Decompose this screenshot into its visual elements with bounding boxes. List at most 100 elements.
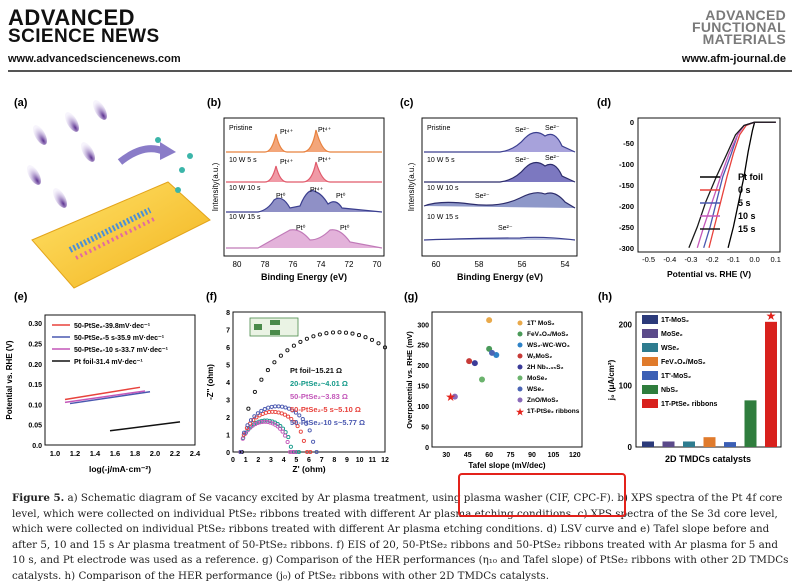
g-xticks: 30 45 60 75 90 105 120 <box>442 452 580 459</box>
f-ytick: 6 <box>226 345 230 352</box>
f-ytick: 8 <box>226 310 230 317</box>
e-ytick: 0.05 <box>28 423 42 430</box>
journal-line3: MATERIALS <box>702 31 786 47</box>
b-xtick-5: 70 <box>373 260 382 269</box>
panel-b: (b) Pristine 10 W 5 s 10 W 10 s 10 W 15 … <box>207 97 385 282</box>
g-ytick: 250 <box>417 343 429 350</box>
e-series-line <box>64 390 146 404</box>
h-ytick: 200 <box>619 320 633 329</box>
f-data-point <box>292 420 297 425</box>
panel-c-axes <box>421 117 578 257</box>
g-points: ★ <box>445 317 500 404</box>
g-xtick: 120 <box>569 452 581 459</box>
e-ytick: 0.25 <box>28 341 42 348</box>
publisher-url[interactable]: www.advancedsciencenews.com <box>8 53 181 65</box>
g-legend-swatch <box>517 375 523 381</box>
f-arcs <box>238 330 388 455</box>
h-legend-swatch <box>642 357 658 366</box>
d-legend-label: 10 s <box>738 211 756 221</box>
figure-caption: Figure 5. a) Schematic diagram of Se vac… <box>12 491 792 584</box>
f-data-point <box>324 331 329 336</box>
b-spectrum-10s <box>226 190 383 213</box>
d-series-line <box>688 121 776 249</box>
f-data-point <box>275 422 280 427</box>
h-legend-label: 1T'-MoS₂ <box>661 373 691 380</box>
f-data-point <box>308 449 313 455</box>
e-yticks: 0.0 0.05 0.10 0.15 0.20 0.25 0.30 <box>28 321 42 450</box>
f-data-point <box>298 429 303 434</box>
h-ytick: 100 <box>619 382 633 391</box>
h-legend-label: 1T-PtSe₂ ribbons <box>661 401 718 408</box>
panel-f: (f) Pt foil~15.21 Ω 20-PtSe₂~4.01 Ω 50-PtS… <box>206 291 389 474</box>
f-data-point <box>301 438 306 443</box>
f-xtick: 3 <box>269 457 273 464</box>
b-spectrum-5s <box>226 161 382 183</box>
panel-g-label: (g) <box>404 291 418 303</box>
ejection-arrow <box>117 145 167 165</box>
g-legend-swatch <box>517 364 523 370</box>
f-data-point <box>282 412 287 417</box>
h-bars: ★ <box>642 309 777 447</box>
f-data-point <box>330 330 336 335</box>
f-data-point <box>298 339 303 344</box>
journal-line2: FUNCTIONAL <box>692 19 786 35</box>
g-data-point <box>486 317 493 324</box>
f-data-point <box>263 419 268 424</box>
d-legend-label: 15 s <box>738 224 756 234</box>
f-data-point <box>273 404 278 409</box>
f-data-point <box>275 424 280 429</box>
e-ytick: 0.15 <box>28 382 42 389</box>
g-star-point: ★ <box>445 390 456 404</box>
f-data-point <box>285 439 290 445</box>
f-data-point <box>280 404 285 409</box>
f-data-point <box>314 449 319 455</box>
d-xtick: 0.0 <box>749 255 759 264</box>
d-curves <box>688 121 776 249</box>
f-data-point <box>254 415 259 420</box>
c-spectrum-15s <box>423 236 576 241</box>
f-ytick: 5 <box>226 363 230 370</box>
c-xtick-0: 60 <box>432 260 441 269</box>
f-data-point <box>307 428 312 433</box>
b-xtick-4: 72 <box>345 260 354 269</box>
b-row-10s: 10 W 10 s <box>229 185 261 192</box>
c-spectrum-pristine <box>424 131 576 153</box>
f-data-point <box>376 341 381 346</box>
journal-url[interactable]: www.afm-journal.de <box>681 53 786 65</box>
c-peak-3: Se²⁻ <box>515 157 530 164</box>
f-data-point <box>297 413 302 418</box>
d-ytick: -100 <box>619 160 634 169</box>
g-ytick: 300 <box>417 322 429 329</box>
journal-logo: ADVANCED FUNCTIONAL MATERIALS <box>692 8 786 47</box>
f-xtick: 10 <box>356 457 364 464</box>
g-ytick: 150 <box>417 384 429 391</box>
f-xtick: 0 <box>231 457 235 464</box>
arrow-head-icon <box>160 142 176 160</box>
d-yticks: 0 -50 -100 -150 -200 -250 -300 <box>619 118 634 253</box>
f-data-point <box>278 424 283 429</box>
f-data-point <box>283 433 288 438</box>
f-data-point <box>293 449 298 455</box>
d-xtick: -0.3 <box>685 255 698 264</box>
panel-b-axes <box>223 117 385 257</box>
c-xtick-1: 58 <box>475 260 484 269</box>
c-xlabel: Binding Energy (eV) <box>457 272 543 282</box>
e-series-line <box>109 421 181 432</box>
h-legend-swatch <box>642 315 658 324</box>
b-row-pristine: Pristine <box>229 125 252 132</box>
f-data-point <box>311 334 316 339</box>
f-data-point <box>300 417 305 422</box>
f-data-point <box>350 331 355 336</box>
e-legend-label: 50-PtSe₂-39.8mV·dec⁻¹ <box>74 323 151 330</box>
b-peak-8: Pt⁰ <box>296 224 306 232</box>
f-data-point <box>288 449 293 455</box>
panel-d-axes <box>637 117 781 253</box>
h-legend-label: NbS₂ <box>661 387 678 394</box>
f-ylabel: -Z'' (ohm) <box>206 364 215 400</box>
f-data-point <box>276 404 281 409</box>
e-lines <box>64 386 181 432</box>
e-series-line <box>64 386 141 401</box>
h-bar <box>642 441 654 447</box>
f-data-point <box>246 406 251 411</box>
